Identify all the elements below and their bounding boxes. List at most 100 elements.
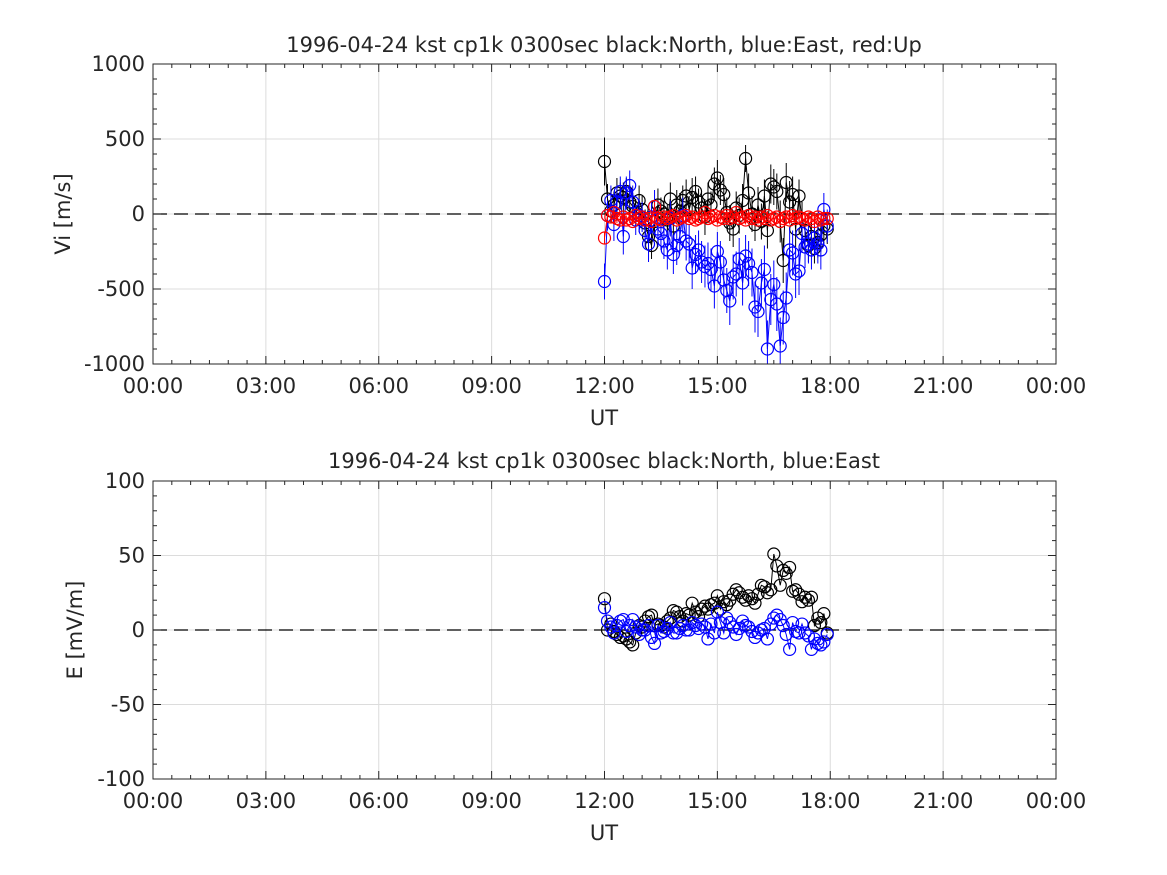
data-point (673, 621, 687, 636)
data-point (735, 276, 750, 290)
data-point (738, 151, 753, 166)
data-point (742, 620, 756, 634)
data-point (713, 255, 727, 269)
data-point (626, 195, 640, 209)
data-point (626, 612, 640, 627)
data-point (776, 618, 790, 633)
data-point (713, 183, 727, 197)
data-point (710, 605, 724, 619)
data-point (814, 243, 828, 257)
data-point (626, 638, 640, 652)
y-tick-label: 0 (132, 618, 145, 642)
data-point (776, 563, 790, 578)
data-point (773, 339, 787, 353)
data-point (679, 234, 693, 248)
data-point (814, 638, 828, 652)
data-point (789, 583, 803, 597)
x-tick-label: 18:00 (800, 789, 861, 813)
data-point (670, 605, 684, 619)
data-point (757, 189, 772, 203)
data-point (779, 627, 793, 642)
data-point (654, 226, 668, 241)
velocity-data-marks (597, 137, 834, 364)
data-point (811, 237, 825, 251)
x-tick-label: 15:00 (687, 789, 748, 813)
data-point (767, 277, 781, 292)
data-point (779, 210, 793, 224)
x-tick-label: 06:00 (348, 374, 409, 398)
data-point (732, 621, 746, 636)
velocity-x-axis-label: UT (590, 406, 618, 430)
velocity-y-axis-label: Vi [m/s] (51, 173, 75, 254)
data-point (691, 243, 706, 257)
data-point (767, 180, 781, 194)
data-point (786, 187, 800, 202)
velocity-chart-title: 1996-04-24 kst cp1k 0300sec black:North,… (286, 33, 922, 57)
data-point (597, 601, 612, 615)
data-point (597, 231, 612, 245)
data-point (760, 342, 775, 356)
data-point (783, 195, 797, 209)
data-point (776, 310, 790, 325)
data-point (742, 256, 756, 271)
efield-x-tick-labels: 00:00 03:00 06:00 09:00 12:00 15:00 18:00 21:00… (123, 789, 1087, 813)
data-point (801, 593, 816, 607)
data-point (748, 596, 762, 610)
data-point (704, 617, 718, 631)
series-east (597, 601, 834, 656)
x-tick-label: 03:00 (236, 789, 297, 813)
x-tick-label: 00:00 (123, 374, 184, 398)
data-point (723, 294, 737, 308)
data-point (666, 247, 680, 262)
data-point (760, 208, 775, 223)
y-tick-label: -100 (97, 767, 145, 791)
data-point (786, 208, 800, 223)
data-point (801, 629, 816, 643)
data-point (720, 598, 734, 612)
data-point (798, 213, 812, 227)
data-point (767, 547, 781, 561)
data-point (773, 612, 787, 627)
data-point (723, 615, 737, 630)
data-point (717, 595, 731, 609)
data-point (710, 171, 724, 185)
data-point (820, 627, 834, 642)
data-point (783, 243, 797, 257)
data-point (748, 300, 762, 314)
data-point (685, 210, 699, 224)
y-tick-label: 1000 (92, 52, 145, 76)
y-tick-label: -50 (111, 693, 145, 717)
efield-y-axis-label: E [mV/m] (63, 581, 87, 680)
data-point (623, 178, 637, 193)
series-up (597, 199, 834, 245)
data-point (770, 297, 784, 311)
data-point (779, 291, 793, 305)
efield-x-axis-label: UT (590, 821, 618, 845)
data-point (820, 211, 834, 226)
data-point (616, 229, 630, 244)
data-point (685, 261, 699, 275)
data-point (738, 593, 753, 607)
data-point (760, 586, 775, 600)
y-tick-label: 0 (132, 202, 145, 226)
data-point (792, 264, 806, 278)
data-point (751, 198, 765, 212)
data-point (779, 175, 793, 190)
x-tick-label: 00:00 (1026, 789, 1087, 813)
data-point (792, 626, 806, 640)
data-point (663, 615, 677, 630)
data-point (685, 596, 699, 610)
x-tick-label: 09:00 (461, 789, 522, 813)
data-point (745, 624, 759, 639)
data-point (729, 627, 743, 642)
series-line (604, 158, 828, 261)
data-point (795, 226, 809, 241)
data-point (735, 590, 750, 604)
x-tick-label: 12:00 (574, 789, 635, 813)
data-point (597, 274, 612, 289)
data-point (654, 213, 668, 227)
x-tick-label: 00:00 (1026, 374, 1087, 398)
data-point (704, 262, 718, 277)
efield-y-tick-labels: 100 50 0 -50 -100 (97, 469, 145, 791)
